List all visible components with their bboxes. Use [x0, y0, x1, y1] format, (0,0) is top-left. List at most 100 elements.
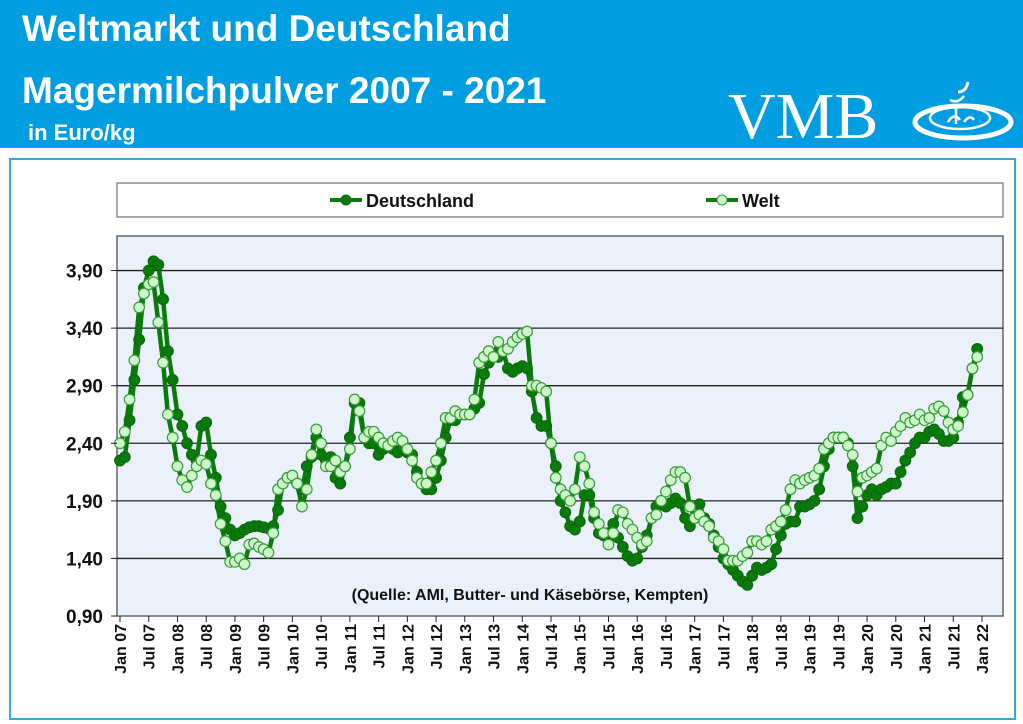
data-point: [813, 462, 826, 475]
data-point: [406, 454, 419, 467]
data-point: [296, 500, 308, 513]
data-point: [339, 460, 351, 473]
x-tick-label: Jan 21: [918, 624, 935, 674]
data-point: [966, 362, 979, 375]
data-point: [540, 385, 553, 398]
x-tick-label: Jul 20: [889, 624, 906, 669]
data-point: [660, 485, 672, 498]
y-tick-label: 3,40: [66, 319, 103, 340]
x-tick-label: Jan 16: [630, 624, 647, 674]
data-point: [578, 460, 591, 473]
data-point: [616, 506, 629, 519]
data-point: [774, 515, 787, 528]
x-tick-label: Jul 17: [716, 624, 733, 669]
data-point: [123, 393, 136, 406]
data-point: [157, 356, 170, 369]
title-line-1: Weltmarkt und Deutschland: [22, 8, 511, 49]
data-point: [846, 460, 859, 473]
data-point: [142, 264, 155, 277]
data-point: [703, 520, 715, 533]
data-point: [181, 481, 193, 493]
data-point: [583, 477, 596, 490]
x-tick-label: Jul 08: [199, 624, 216, 669]
data-point: [343, 431, 356, 444]
data-point: [353, 405, 366, 417]
data-point: [937, 405, 950, 417]
data-point: [583, 489, 596, 501]
data-point: [118, 451, 131, 463]
title-line-2: Magermilchpulver 2007 - 2021: [22, 70, 547, 111]
data-point: [545, 437, 557, 450]
x-tick-label: Jul 18: [774, 624, 791, 669]
data-point: [588, 506, 600, 519]
x-tick-label: Jan 07: [113, 624, 130, 674]
x-tick-label: Jul 19: [831, 624, 848, 669]
data-point: [478, 368, 490, 381]
x-tick-label: Jul 15: [601, 624, 618, 669]
x-tick-label: Jan 15: [573, 624, 590, 674]
x-tick-label: Jul 07: [142, 624, 159, 669]
data-point: [569, 483, 581, 496]
data-point: [166, 431, 179, 444]
data-point: [770, 543, 782, 556]
x-tick-label: Jan 11: [343, 624, 360, 673]
data-point: [205, 448, 217, 461]
svg-text:VMB: VMB: [728, 80, 878, 148]
data-point: [181, 437, 193, 450]
y-tick-label: 2,90: [66, 377, 103, 398]
data-point: [765, 558, 778, 571]
x-tick-label: Jul 09: [257, 624, 274, 669]
data-point: [118, 425, 131, 438]
x-tick-label: Jan 09: [228, 624, 245, 674]
data-point: [138, 287, 150, 300]
data-point: [573, 451, 586, 463]
x-tick-label: Jul 21: [946, 624, 963, 669]
x-tick-label: Jul 10: [314, 624, 331, 669]
series-markers-welt: [114, 276, 984, 571]
data-point: [774, 529, 787, 542]
data-point: [161, 345, 174, 358]
x-tick-label: Jan 10: [285, 624, 302, 674]
data-point: [808, 494, 821, 507]
data-point: [885, 435, 897, 447]
data-point: [343, 443, 356, 455]
data-point: [123, 414, 136, 427]
data-point: [889, 477, 902, 490]
data-point: [573, 515, 586, 528]
data-point: [487, 351, 500, 363]
data-point: [631, 552, 644, 565]
data-point: [952, 420, 964, 432]
data-point: [133, 301, 146, 314]
data-point: [894, 466, 907, 478]
data-point: [329, 454, 342, 467]
legend-label-deutschland: Deutschland: [366, 191, 474, 211]
data-point: [564, 494, 577, 507]
data-point: [209, 489, 222, 501]
data-point: [961, 389, 974, 401]
source-annotation: (Quelle: AMI, Butter- und Käsebörse, Kem…: [352, 587, 709, 604]
legend-label-welt: Welt: [742, 191, 780, 211]
y-tick-label: 0,90: [66, 607, 103, 628]
data-point: [401, 443, 414, 455]
data-point: [813, 483, 826, 496]
legend-marker-welt: [716, 194, 728, 206]
data-point: [200, 416, 213, 429]
y-tick-label: 3,90: [66, 262, 103, 283]
x-tick-label: Jul 14: [544, 624, 561, 669]
data-point: [291, 477, 304, 490]
data-point: [348, 393, 361, 406]
data-point: [741, 546, 754, 559]
vmb-logo: VMB: [728, 80, 1014, 148]
data-point: [741, 579, 754, 591]
data-point: [693, 498, 706, 511]
x-tick-label: Jan 14: [515, 624, 532, 674]
data-point: [971, 351, 984, 363]
data-point: [521, 362, 533, 375]
unit-label: in Euro/kg: [28, 120, 136, 145]
data-point: [310, 423, 323, 436]
data-point: [200, 458, 213, 470]
x-tick-label: Jan 17: [688, 624, 705, 674]
data-point: [262, 546, 275, 559]
data-point: [214, 517, 227, 530]
